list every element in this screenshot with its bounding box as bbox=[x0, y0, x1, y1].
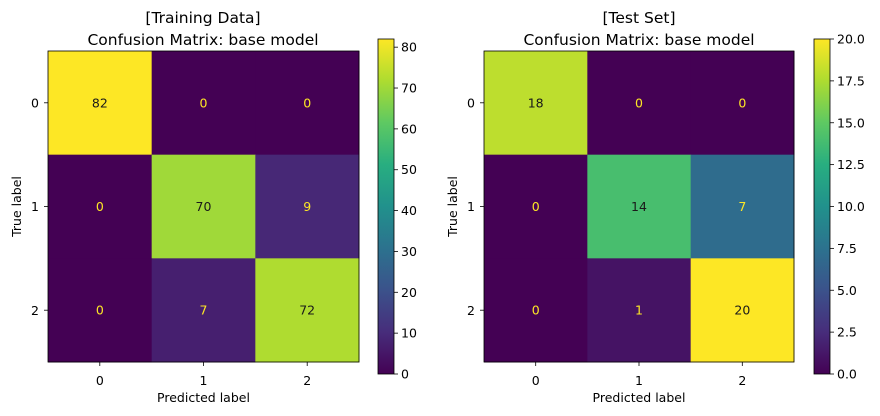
colorbar-tick-label: 12.5 bbox=[837, 157, 865, 172]
colorbar-ticks: 0 10 20 30 40 50 60 70 80 bbox=[394, 40, 417, 382]
cell-value-label: 82 bbox=[92, 95, 108, 110]
heatmap-cell bbox=[48, 154, 153, 259]
colorbar-tick-label: 0.0 bbox=[837, 367, 857, 382]
cell-value-label: 14 bbox=[631, 199, 647, 214]
heatmap-cell bbox=[690, 154, 795, 259]
y-tick-label: 2 bbox=[467, 303, 475, 318]
cell-value-label: 18 bbox=[528, 95, 544, 110]
colorbar-tick-label: 20 bbox=[401, 285, 417, 300]
cell-value-label: 9 bbox=[303, 199, 311, 214]
x-tick-label: 2 bbox=[738, 373, 746, 388]
heatmap-cell bbox=[690, 258, 795, 363]
x-axis-label: Predicted label bbox=[593, 390, 686, 405]
chart-title-line1: [Training Data] bbox=[145, 9, 260, 27]
colorbar-tick-label: 20.0 bbox=[837, 32, 865, 47]
x-tick-marks bbox=[99, 362, 308, 366]
heatmap-cells: 18 0 0 0 14 7 0 1 20 bbox=[484, 51, 795, 363]
chart-title-line1: [Test Set] bbox=[603, 9, 676, 27]
cell-value-label: 0 bbox=[635, 95, 643, 110]
cell-value-label: 70 bbox=[196, 199, 212, 214]
cell-value-label: 0 bbox=[738, 95, 746, 110]
heatmap-cell bbox=[484, 154, 588, 259]
colorbar-tick-label: 50 bbox=[401, 162, 417, 177]
heatmap-cell bbox=[48, 51, 153, 156]
x-tick-label: 1 bbox=[200, 373, 208, 388]
colorbar-tick-label: 10.0 bbox=[837, 199, 865, 214]
chart-title-line2: Confusion Matrix: base model bbox=[87, 31, 318, 49]
cell-value-label: 0 bbox=[96, 303, 104, 318]
y-tick-marks bbox=[480, 102, 484, 311]
cell-value-label: 0 bbox=[200, 95, 208, 110]
heatmap-cell bbox=[484, 51, 588, 156]
cell-value-label: 0 bbox=[96, 199, 104, 214]
heatmap-cell bbox=[255, 154, 360, 259]
colorbar-tick-label: 17.5 bbox=[837, 73, 865, 88]
colorbar-ticks: 0.0 2.5 5.0 7.5 10.0 12.5 15.0 17.5 20.0 bbox=[830, 32, 865, 382]
heatmap-cell bbox=[151, 51, 256, 156]
colorbar-tick-label: 60 bbox=[401, 121, 417, 136]
colorbar-tick-label: 0 bbox=[401, 367, 409, 382]
y-tick-label: 1 bbox=[467, 199, 475, 214]
colorbar-tick-label: 10 bbox=[401, 326, 417, 341]
chart-panel-training: [Training Data] Confusion Matrix: base m… bbox=[9, 9, 417, 405]
x-tick-marks bbox=[535, 362, 743, 366]
x-axis-label: Predicted label bbox=[157, 390, 250, 405]
colorbar bbox=[813, 38, 831, 375]
heatmap-cell bbox=[151, 154, 256, 259]
cell-value-label: 7 bbox=[738, 199, 746, 214]
colorbar-tick-label: 15.0 bbox=[837, 115, 865, 130]
x-tick-label: 0 bbox=[96, 373, 104, 388]
y-tick-marks bbox=[44, 102, 48, 311]
heatmap-cell bbox=[255, 258, 360, 363]
heatmap-cell bbox=[48, 258, 153, 363]
heatmap-cells: 82 0 0 0 70 9 0 7 72 bbox=[48, 51, 360, 363]
colorbar-tick-label: 5.0 bbox=[837, 283, 857, 298]
cell-value-label: 7 bbox=[200, 303, 208, 318]
y-tick-label: 0 bbox=[467, 96, 475, 111]
chart-title-line2: Confusion Matrix: base model bbox=[523, 31, 754, 49]
x-tick-label: 1 bbox=[635, 373, 643, 388]
y-tick-label: 0 bbox=[31, 96, 39, 111]
chart-panel-test: [Test Set] Confusion Matrix: base model … bbox=[445, 9, 865, 405]
heatmap-cell bbox=[587, 154, 692, 259]
cell-value-label: 0 bbox=[532, 303, 540, 318]
colorbar-tick-label: 70 bbox=[401, 81, 417, 96]
heatmap-cell bbox=[151, 258, 256, 363]
cell-value-label: 72 bbox=[299, 303, 315, 318]
cell-value-label: 0 bbox=[532, 199, 540, 214]
colorbar-tick-label: 30 bbox=[401, 244, 417, 259]
cell-value-label: 1 bbox=[635, 303, 643, 318]
heatmap-cell bbox=[587, 258, 692, 363]
cell-value-label: 20 bbox=[734, 303, 750, 318]
heatmap-cell bbox=[587, 51, 692, 156]
heatmap-cell bbox=[690, 51, 795, 156]
y-tick-label: 2 bbox=[31, 303, 39, 318]
cell-value-label: 0 bbox=[303, 95, 311, 110]
heatmap-cell bbox=[255, 51, 360, 156]
colorbar-tick-label: 7.5 bbox=[837, 241, 857, 256]
colorbar-tick-label: 80 bbox=[401, 40, 417, 55]
y-axis-label: True label bbox=[445, 176, 460, 238]
heatmap-cell bbox=[484, 258, 588, 363]
y-tick-label: 1 bbox=[31, 199, 39, 214]
colorbar-tick-label: 40 bbox=[401, 203, 417, 218]
colorbar bbox=[377, 38, 395, 375]
colorbar-tick-label: 2.5 bbox=[837, 325, 857, 340]
x-tick-label: 2 bbox=[303, 373, 311, 388]
x-tick-label: 0 bbox=[532, 373, 540, 388]
y-axis-label: True label bbox=[9, 176, 24, 238]
